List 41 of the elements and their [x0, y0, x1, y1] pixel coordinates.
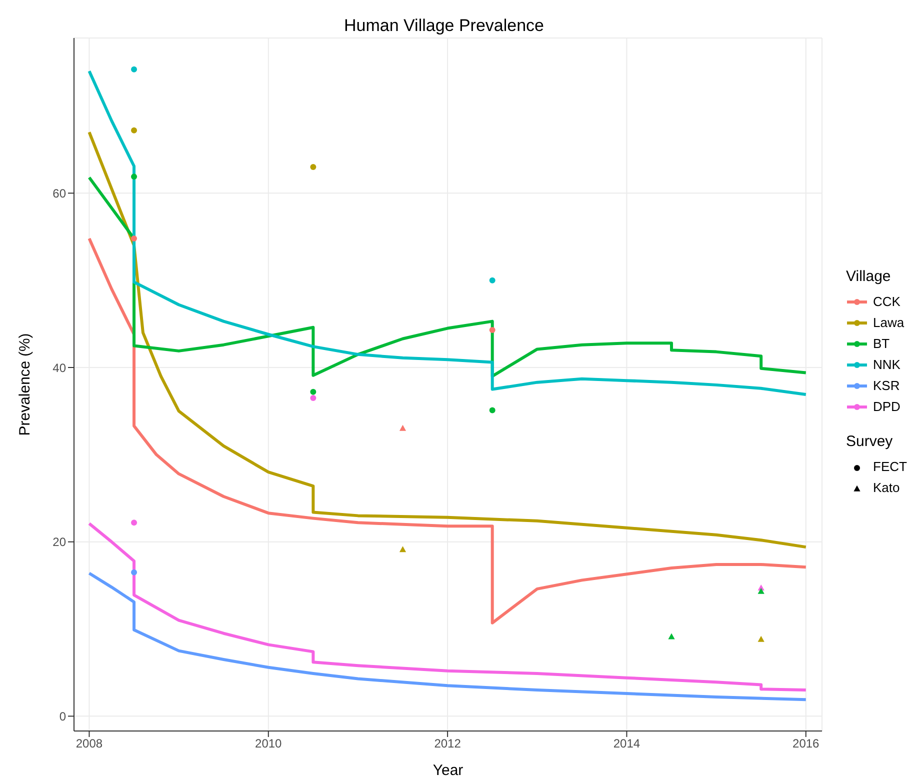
legend-label: CCK	[873, 294, 900, 309]
legend-label: KSR	[873, 378, 900, 393]
legend-label: DPD	[873, 399, 900, 414]
point	[131, 66, 138, 72]
point	[399, 546, 406, 552]
line-series	[88, 236, 808, 624]
point	[131, 174, 138, 180]
y-tick-label: 20	[52, 535, 66, 550]
text: FECT	[873, 459, 907, 474]
legend-label: NNK	[873, 357, 900, 372]
point	[131, 569, 138, 576]
legend-title: Village	[846, 268, 892, 285]
x-tick-label: 2016	[792, 736, 820, 751]
legend-label: BT	[873, 336, 890, 351]
x-tick-label: 2008	[76, 736, 103, 751]
point	[310, 395, 316, 402]
y-tick-label: 40	[52, 360, 66, 375]
legend-label: Lawa	[873, 315, 904, 330]
line-series	[88, 130, 808, 549]
point	[131, 520, 138, 526]
point	[758, 636, 764, 642]
line-series	[88, 572, 808, 702]
point	[489, 407, 496, 414]
text: Kato	[873, 480, 900, 495]
y-axis-title: Prevalence (%)	[16, 333, 34, 436]
y-tick-label: 0	[59, 709, 66, 724]
chart-title: Human Village Prevalence	[342, 16, 546, 36]
point	[489, 277, 496, 284]
x-tick-label: 2010	[255, 736, 282, 751]
x-tick-label: 2014	[613, 736, 640, 751]
line-series	[88, 522, 808, 692]
line-series	[88, 70, 808, 396]
point	[131, 235, 138, 242]
x-tick-label: 2012	[434, 736, 462, 751]
point	[489, 327, 496, 334]
line-series	[88, 176, 808, 378]
x-axis-title: Year	[432, 762, 464, 779]
point	[310, 388, 316, 395]
y-tick-label: 60	[52, 186, 66, 200]
text: Survey	[846, 433, 894, 450]
point	[399, 424, 406, 431]
